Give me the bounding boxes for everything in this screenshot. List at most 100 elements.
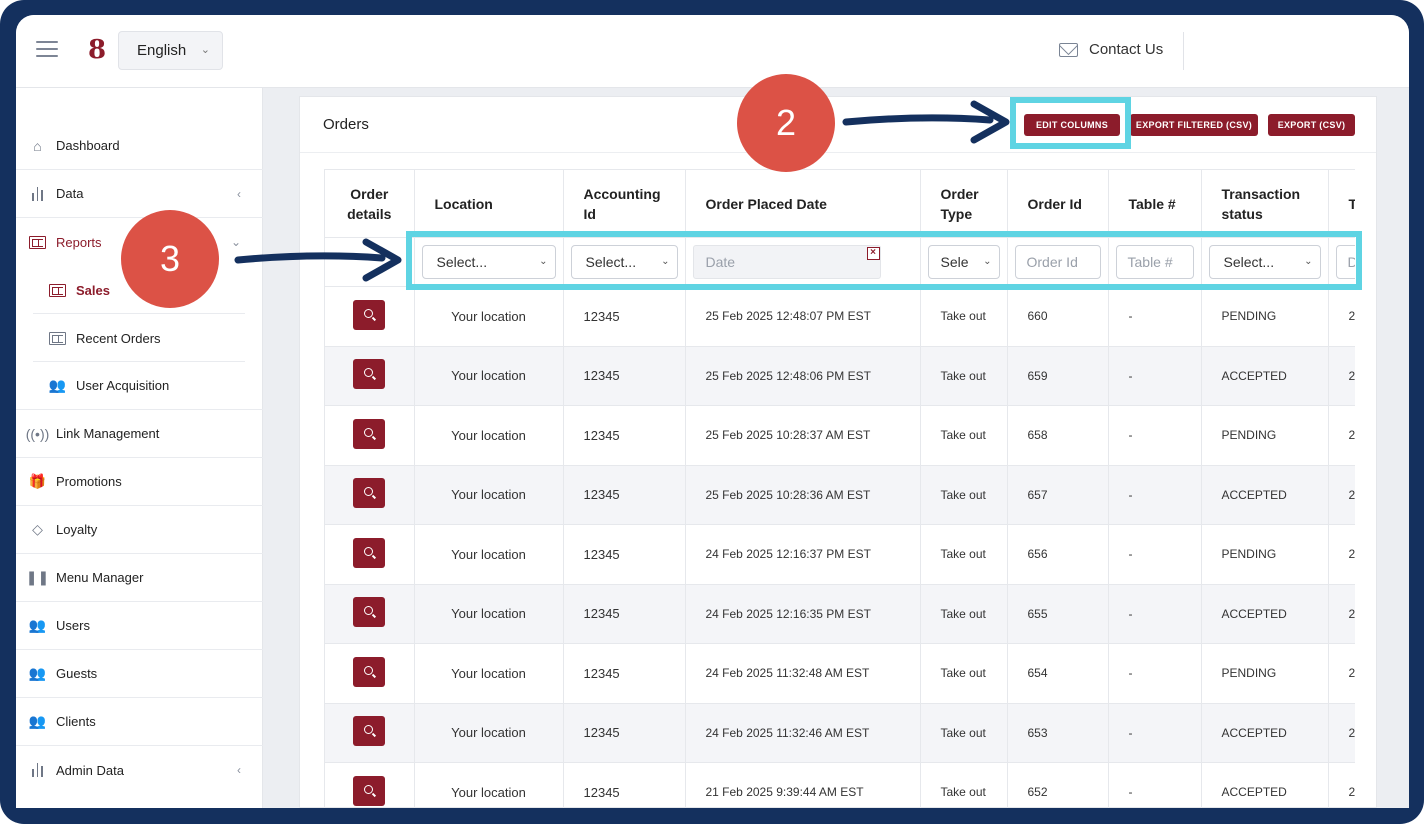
- view-order-search-icon[interactable]: [353, 418, 386, 449]
- export-filtered-csv-button[interactable]: EXPORT FILTERED (CSV): [1130, 114, 1258, 136]
- sidebar-item-label: Dashboard: [56, 138, 120, 153]
- sidebar-item-label: User Acquisition: [76, 378, 170, 393]
- order-type-cell: Take out: [920, 762, 1008, 808]
- clear-date-icon[interactable]: ×: [866, 247, 880, 260]
- column-header[interactable]: T: [1328, 169, 1355, 238]
- view-order-search-icon[interactable]: [353, 656, 386, 687]
- view-order-search-icon[interactable]: [353, 716, 386, 747]
- column-header[interactable]: Accounting Id: [563, 169, 686, 238]
- table-row: Your location 12345 24 Feb 2025 11:32:48 A…: [325, 643, 1355, 704]
- sidebar-item-loyalty[interactable]: ◇ Loyalty: [16, 506, 263, 554]
- header-divider: [1183, 32, 1184, 70]
- edit-columns-button[interactable]: EDIT COLUMNS: [1024, 114, 1120, 136]
- date-filter-input[interactable]: Date ×: [692, 245, 881, 279]
- status-cell: ACCEPTED: [1201, 762, 1329, 808]
- sidebar-item-reports[interactable]: Reports ⌄: [16, 218, 263, 266]
- sidebar-item-label: Users: [56, 618, 90, 633]
- view-order-search-icon[interactable]: [353, 537, 386, 568]
- utensils-icon: ❚❚: [25, 569, 50, 585]
- sidebar-item-users[interactable]: 👥 Users: [16, 602, 263, 650]
- column-header[interactable]: Order Placed Date: [685, 169, 921, 238]
- table-cell: -: [1108, 643, 1202, 704]
- order-type-cell: Take out: [920, 286, 1008, 347]
- order-type-filter-select[interactable]: Sele ⌄: [927, 245, 1000, 279]
- sidebar-item-dashboard[interactable]: ⌂ Dashboard: [16, 122, 263, 170]
- view-order-search-icon[interactable]: [353, 299, 386, 330]
- hamburger-menu-icon[interactable]: [36, 41, 58, 57]
- next-column-filter-input[interactable]: D: [1335, 245, 1355, 279]
- order-id-cell: 657: [1007, 465, 1109, 525]
- broadcast-icon: ((•)): [25, 425, 50, 442]
- language-select[interactable]: English ⌄: [118, 31, 223, 70]
- sidebar-item-label: Loyalty: [56, 522, 98, 537]
- chevron-down-icon: ⌄: [539, 256, 548, 267]
- transaction-status-filter-select[interactable]: Select... ⌄: [1208, 245, 1321, 279]
- order-details-cell: [325, 643, 415, 704]
- column-header[interactable]: Order Type: [920, 169, 1008, 238]
- column-header[interactable]: Table #: [1108, 169, 1202, 238]
- next-column-cell: 2: [1328, 346, 1355, 406]
- sidebar-item-data[interactable]: Data ‹: [16, 170, 263, 218]
- brand-logo[interactable]: 8: [88, 35, 107, 65]
- accounting-id-filter-select[interactable]: Select... ⌄: [570, 245, 678, 279]
- status-cell: ACCEPTED: [1201, 346, 1329, 406]
- sidebar-item-menu-manager[interactable]: ❚❚ Menu Manager: [16, 554, 263, 602]
- export-csv-button[interactable]: EXPORT (CSV): [1268, 114, 1355, 136]
- accounting-id-cell: 12345: [563, 524, 686, 585]
- next-column-cell: 2: [1328, 584, 1355, 644]
- order-details-cell: [325, 465, 415, 525]
- order-date-cell: 25 Feb 2025 10:28:36 AM EST: [685, 465, 921, 525]
- step-2-arrow-icon: [842, 100, 1010, 144]
- orders-table-wrapper[interactable]: Order details Location Accounting Id Ord…: [324, 169, 1355, 808]
- step-3-arrow-icon: [234, 238, 402, 282]
- accounting-id-cell: 12345: [563, 584, 686, 644]
- column-header[interactable]: Order details: [325, 169, 415, 238]
- view-order-search-icon[interactable]: [353, 597, 386, 628]
- sidebar-item-clients[interactable]: 👥 Clients: [16, 698, 263, 746]
- table-row: Your location 12345 25 Feb 2025 10:28:36 A…: [325, 465, 1355, 525]
- order-id-cell: 658: [1007, 405, 1109, 466]
- order-id-filter-input[interactable]: Order Id: [1014, 245, 1101, 279]
- view-order-search-icon[interactable]: [353, 478, 386, 509]
- next-column-cell: 2: [1328, 762, 1355, 808]
- header-row: Order details Location Accounting Id Ord…: [325, 169, 1355, 238]
- status-cell: PENDING: [1201, 643, 1329, 704]
- view-order-search-icon[interactable]: [353, 775, 386, 806]
- sidebar: ⌂ Dashboard Data ‹ Reports ⌄ Sales Recen…: [16, 88, 263, 808]
- contact-us-link[interactable]: Contact Us: [1059, 41, 1163, 58]
- contact-us-label: Contact Us: [1089, 41, 1164, 58]
- accounting-id-cell: 12345: [563, 643, 686, 704]
- sidebar-item-promotions[interactable]: 🎁 Promotions: [16, 458, 263, 506]
- status-cell: PENDING: [1201, 405, 1329, 466]
- sidebar-item-sales[interactable]: Sales: [16, 266, 263, 314]
- table-filter-input[interactable]: Table #: [1115, 245, 1194, 279]
- users-icon: 👥: [28, 713, 47, 729]
- order-type-cell: Take out: [920, 465, 1008, 525]
- view-order-search-icon[interactable]: [353, 359, 386, 390]
- order-date-cell: 24 Feb 2025 12:16:37 PM EST: [685, 524, 921, 585]
- order-date-cell: 24 Feb 2025 11:32:48 AM EST: [685, 643, 921, 704]
- column-header[interactable]: Order Id: [1007, 169, 1109, 238]
- sidebar-item-recent-orders[interactable]: Recent Orders: [16, 314, 263, 362]
- order-id-cell: 652: [1007, 762, 1109, 808]
- next-column-cell: 2: [1328, 405, 1355, 466]
- column-header[interactable]: Transaction status: [1201, 169, 1329, 238]
- accounting-id-cell: 12345: [563, 286, 686, 347]
- accounting-id-cell: 12345: [563, 762, 686, 808]
- sidebar-item-admin-data[interactable]: Admin Data ‹: [16, 746, 263, 794]
- sidebar-item-link-management[interactable]: ((•)) Link Management: [16, 410, 263, 458]
- sidebar-item-label: Recent Orders: [76, 330, 161, 346]
- sidebar-item-guests[interactable]: 👥 Guests: [16, 650, 263, 698]
- order-id-cell: 660: [1007, 286, 1109, 347]
- table-cell: -: [1108, 405, 1202, 466]
- table-cell: -: [1108, 465, 1202, 525]
- table-row: Your location 12345 24 Feb 2025 11:32:46 A…: [325, 703, 1355, 763]
- sidebar-item-label: Guests: [56, 666, 98, 681]
- column-header[interactable]: Location: [414, 169, 564, 238]
- status-cell: PENDING: [1201, 524, 1329, 585]
- location-filter-select[interactable]: Select... ⌄: [421, 245, 556, 279]
- location-cell: Your location: [414, 584, 564, 644]
- order-id-cell: 659: [1007, 346, 1109, 406]
- sidebar-item-user-acquisition[interactable]: 👥 User Acquisition: [16, 362, 263, 410]
